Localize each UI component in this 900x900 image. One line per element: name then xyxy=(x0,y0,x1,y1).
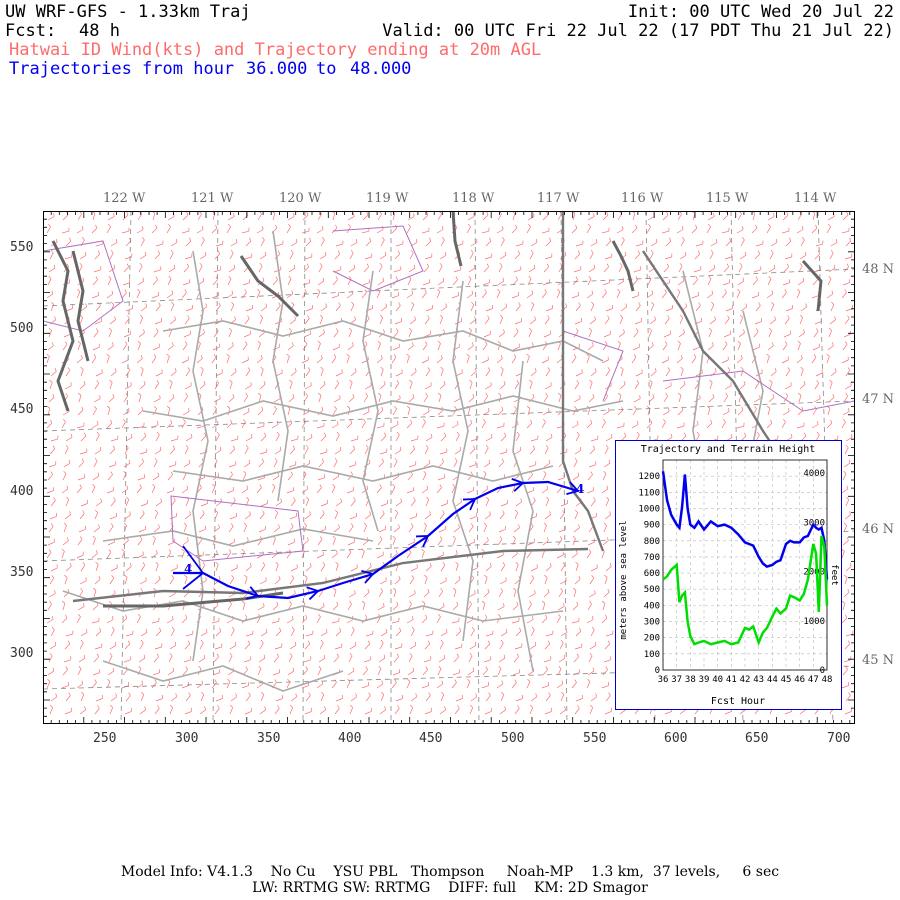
trajectory-marker-end: 4 xyxy=(576,482,584,496)
map-x-tick: 650 xyxy=(745,731,769,746)
map-x-tick: 450 xyxy=(419,731,443,746)
inset-y-tick: 600 xyxy=(644,569,660,579)
inset-x-tick: 46 xyxy=(794,675,805,685)
trajectory-arrow xyxy=(182,545,204,590)
wind-barbs xyxy=(46,211,854,715)
inset-x-tick: 37 xyxy=(671,675,682,685)
lat-label: 45 N xyxy=(862,653,895,668)
inset-y-tick: 800 xyxy=(644,537,660,547)
trajectory-path xyxy=(173,478,580,601)
map-y-tick: 300 xyxy=(10,646,34,661)
map-x-tick: 700 xyxy=(827,731,851,746)
header-traj-start: 36.000 xyxy=(246,59,308,79)
map-frame xyxy=(43,211,855,724)
trajectory-arrow xyxy=(511,478,525,492)
inset-series-trajectory xyxy=(661,471,829,580)
terrain-height-inset: Trajectory and Terrain Height meters abo… xyxy=(615,440,842,710)
inset-ylabel: meters above sea level xyxy=(619,520,629,639)
header-traj-end: 48.000 xyxy=(350,59,412,79)
lon-label: 117 W xyxy=(537,191,580,206)
map-y-tick: 400 xyxy=(10,484,34,499)
header-fcst-value: 48 h xyxy=(79,21,120,41)
inset-x-tick: 41 xyxy=(726,675,737,685)
map-x-tick: 600 xyxy=(664,731,688,746)
map-x-tick: 300 xyxy=(175,731,199,746)
header-title: UW WRF-GFS - 1.33km Traj xyxy=(5,2,251,22)
inset-y2label: feet xyxy=(829,564,839,586)
inset-x-tick: 36 xyxy=(658,675,669,685)
map-y-tick: 450 xyxy=(10,402,34,417)
footer-physics-info: LW: RRTMG SW: RRTMG DIFF: full KM: 2D Sm… xyxy=(252,880,648,896)
inset-y-tick: 300 xyxy=(644,618,660,628)
lon-label: 121 W xyxy=(191,191,234,206)
header-fcst-label: Fcst: xyxy=(5,21,57,41)
trajectory-arrow xyxy=(246,586,260,600)
inset-y-tick: 400 xyxy=(644,601,660,611)
trajectory-arrow xyxy=(462,498,477,511)
header-subtitle: Hatwai ID Wind(kts) and Trajectory endin… xyxy=(9,40,542,60)
trajectory-marker-start: 4 xyxy=(184,562,192,576)
header-valid: Valid: 00 UTC Fri 22 Jul 22 (17 PDT Thu … xyxy=(382,21,894,41)
map-x-tick: 550 xyxy=(583,731,607,746)
inset-title: Trajectory and Terrain Height xyxy=(641,444,816,455)
wind-barb-field xyxy=(46,211,854,715)
inset-frame xyxy=(615,440,842,710)
inset-xlabel: Fcst Hour xyxy=(711,696,765,707)
lon-label: 115 W xyxy=(706,191,749,206)
inset-y-tick: 900 xyxy=(644,521,660,531)
inset-x-tick: 42 xyxy=(740,675,751,685)
map-frame-ticks xyxy=(43,211,855,724)
inset-y-tick: 1200 xyxy=(638,472,660,482)
map-x-tick: 500 xyxy=(501,731,525,746)
map-y-tick: 550 xyxy=(10,240,34,255)
trajectory-line xyxy=(173,480,579,600)
inset-y-tick: 0 xyxy=(655,666,660,676)
inset-x-tick: 48 xyxy=(822,675,833,685)
trajectory-arrow xyxy=(306,586,320,601)
inset-y2-tick: 0 xyxy=(820,666,825,676)
lat-label: 47 N xyxy=(862,392,895,407)
inset-y-tick: 1100 xyxy=(638,488,660,498)
inset-x-tick: 38 xyxy=(685,675,696,685)
map-x-tick: 350 xyxy=(257,731,281,746)
inset-y-tick: 1000 xyxy=(638,504,660,514)
lon-label: 122 W xyxy=(103,191,146,206)
lon-label: 119 W xyxy=(366,191,409,206)
inset-y2-tick: 4000 xyxy=(803,469,825,479)
map-x-tick: 250 xyxy=(93,731,117,746)
map-y-tick: 350 xyxy=(10,565,34,580)
footer-model-info: Model Info: V4.1.3 No Cu YSU PBL Thompso… xyxy=(120,864,780,880)
trajectory-arrow xyxy=(415,535,430,548)
inset-y-tick: 500 xyxy=(644,585,660,595)
inset-y-tick: 700 xyxy=(644,553,660,563)
header-traj-prefix: Trajectories from hour xyxy=(9,59,235,79)
inset-x-tick: 43 xyxy=(753,675,764,685)
lon-label: 120 W xyxy=(279,191,322,206)
inset-y2-tick: 3000 xyxy=(803,518,825,528)
inset-x-tick: 47 xyxy=(808,675,819,685)
inset-y2-tick: 2000 xyxy=(803,568,825,578)
inset-y2-tick: 1000 xyxy=(803,617,825,627)
inset-y-tick: 200 xyxy=(644,634,660,644)
lat-label: 46 N xyxy=(862,522,895,537)
trajectory-arrow xyxy=(566,481,580,495)
inset-x-tick: 40 xyxy=(712,675,723,685)
inset-x-tick: 39 xyxy=(699,675,710,685)
header-traj-to: to xyxy=(316,59,337,79)
inset-series-terrain xyxy=(662,535,829,647)
inset-plot-area: 36 37 38 39 40 41 42 43 44 45 46 47 4801002003004005… xyxy=(638,459,833,685)
inset-x-tick: 44 xyxy=(767,675,778,685)
lon-label: 114 W xyxy=(794,191,837,206)
map-x-tick: 400 xyxy=(338,731,362,746)
inset-x-tick: 45 xyxy=(781,675,792,685)
lon-label: 116 W xyxy=(621,191,664,206)
inset-y-tick: 100 xyxy=(644,650,660,660)
map-y-tick: 500 xyxy=(10,321,34,336)
lon-label: 118 W xyxy=(452,191,495,206)
lat-label: 48 N xyxy=(862,262,895,277)
trajectory-arrow xyxy=(361,570,375,584)
header-init: Init: 00 UTC Wed 20 Jul 22 xyxy=(627,2,894,22)
